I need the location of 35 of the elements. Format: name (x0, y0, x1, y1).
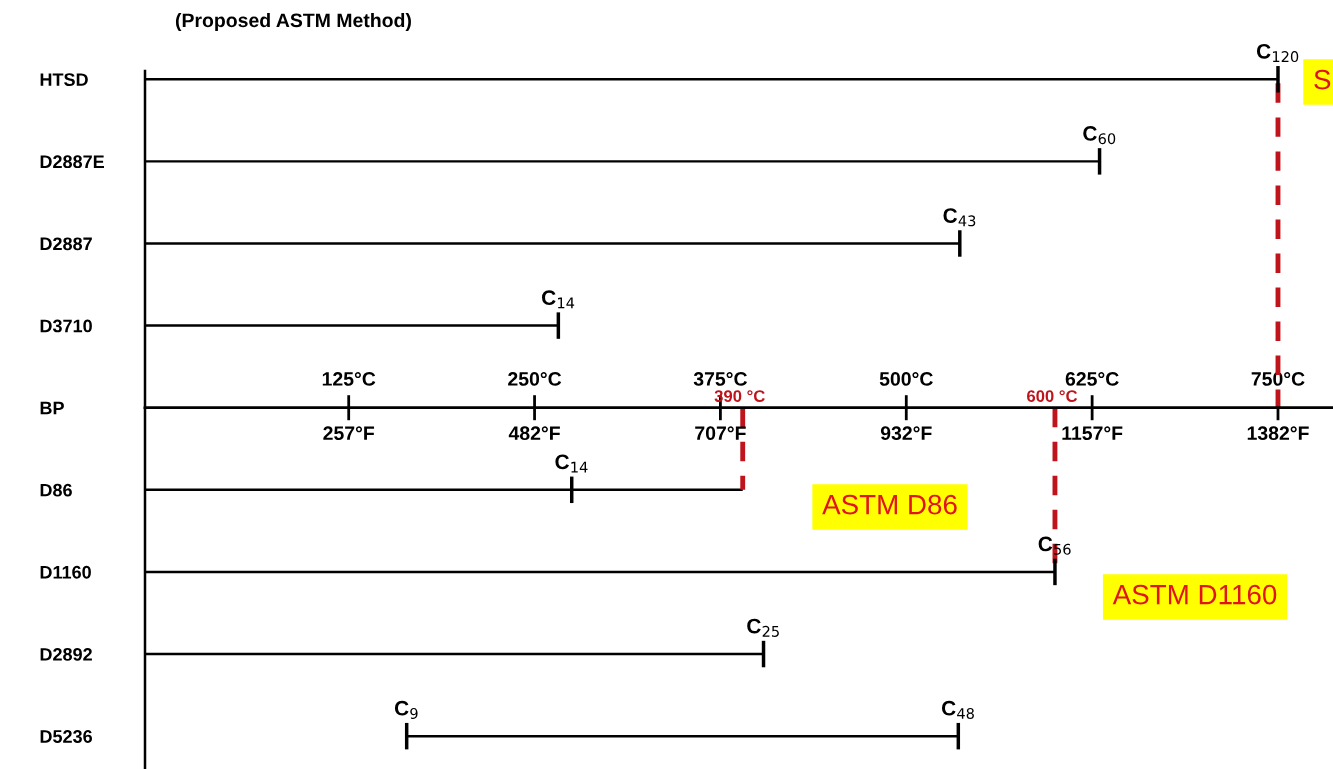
x-tick-label: 125°C (322, 372, 376, 386)
ref-line-label: 600 °C (1027, 390, 1078, 402)
annotation: C$_{25}$ (747, 618, 779, 637)
x2-tick-label: 257°F (323, 426, 375, 441)
x2-tick-label: 707°F (695, 426, 746, 441)
x-tick-label: 375°C (693, 372, 748, 386)
x2-tick-label: 932°F (880, 426, 932, 441)
x-tick-label: 250°C (508, 372, 562, 386)
annotation: C$_{60}$ (1083, 126, 1116, 145)
y-tick-label: BP (40, 401, 64, 415)
y-tick-label: HTSD (40, 73, 88, 86)
annotation: C$_{14}$ (555, 454, 588, 473)
x-tick-label: 625°C (1065, 372, 1119, 386)
y-tick-label: D1160 (40, 565, 91, 579)
y-tick-label: D2887 (40, 237, 92, 251)
annotation: ASTM D86 (822, 494, 957, 515)
annotation: C$_{120}$ (1256, 43, 1299, 63)
annotation: C$_{14}$ (542, 290, 575, 309)
ref-line-label: 390 °C (714, 390, 765, 402)
x-tick-label: 750°C (1251, 372, 1305, 386)
y-tick-label: D3710 (40, 319, 92, 333)
annotation: C$_{9}$ (394, 700, 418, 719)
y-tick-label: D2887E (40, 155, 104, 169)
x-tick-label: 500°C (879, 372, 933, 386)
annotation: C$_{48}$ (941, 700, 974, 719)
annotation: S (1314, 69, 1331, 90)
y-tick-label: D86 (40, 483, 72, 497)
y-tick-label: D5236 (40, 730, 92, 743)
chart-title: (Proposed ASTM Method) (175, 12, 411, 32)
annotation: C$_{43}$ (943, 208, 976, 227)
x2-tick-label: 1157°F (1062, 426, 1123, 441)
x2-tick-label: 1382°F (1247, 426, 1309, 441)
y-tick-label: D2892 (40, 647, 92, 661)
annotation: ASTM D1160 (1112, 584, 1277, 605)
x2-tick-label: 482°F (508, 426, 560, 441)
